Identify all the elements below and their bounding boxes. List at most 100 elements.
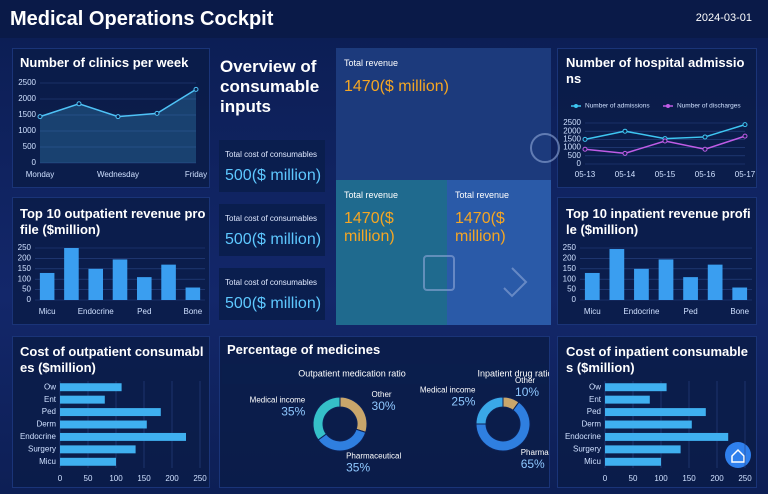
slice-value: 25%: [451, 395, 475, 409]
bar: [39, 272, 55, 300]
panel-title: Percentage of medicines: [227, 342, 381, 357]
bar: [60, 383, 122, 392]
y-tick-label: Ped: [587, 407, 601, 416]
slice-value: 35%: [346, 461, 370, 475]
x-tick-label: Ped: [683, 307, 697, 316]
x-tick-label: Endocrine: [623, 307, 660, 316]
revenue-card: Total revenue 1470($ million): [447, 180, 551, 325]
x-tick-label: Ped: [137, 307, 151, 316]
chart-title: Top 10 inpatient revenue profile ($milli…: [566, 206, 751, 237]
bar: [161, 264, 176, 300]
y-tick-label: Ent: [44, 395, 57, 404]
revenue-card: Total revenue 1470($ million): [336, 180, 447, 325]
y-tick-label: 0: [572, 295, 577, 304]
pie-slice: [339, 396, 368, 433]
y-tick-label: 100: [18, 274, 32, 283]
slice-label: Other: [515, 376, 535, 385]
point: [742, 133, 748, 139]
card-value: 1470($ million): [344, 210, 395, 245]
point: [582, 146, 588, 152]
y-tick-label: 2000: [563, 126, 581, 135]
x-tick-label: 0: [58, 474, 63, 483]
legend-swatch: [574, 104, 578, 108]
slice-label: Pharmaceutical: [521, 448, 576, 457]
bar: [658, 259, 674, 300]
page-title: Medical Operations Cockpit: [10, 8, 274, 30]
card-label: Total revenue: [455, 190, 510, 200]
panel: [12, 197, 210, 325]
x-tick-label: Bone: [184, 307, 203, 316]
legend-label: Number of discharges: [677, 103, 741, 110]
y-tick-label: 100: [563, 274, 577, 283]
chart-subtitle: Outpatient medication ratio: [298, 368, 406, 378]
y-tick-label: 500: [568, 151, 582, 160]
y-tick-label: Ow: [44, 382, 56, 391]
x-tick-label: Endocrine: [78, 307, 115, 316]
pie-slice: [475, 401, 531, 452]
bar: [732, 287, 748, 300]
bar: [60, 408, 161, 417]
bar: [605, 420, 692, 429]
bar: [64, 248, 79, 300]
subtitle-strip: [222, 364, 547, 384]
chart-title: Cost of inpatient consumables ($million): [566, 344, 749, 375]
x-tick-label: 200: [165, 474, 179, 483]
slice-label: Medical income: [250, 395, 306, 404]
card-label: Total cost of consumables: [225, 150, 318, 159]
slice-value: 30%: [372, 399, 396, 413]
card-value: 500($ million): [225, 295, 322, 312]
y-tick-label: 200: [18, 254, 32, 263]
date: 2024-03-01: [695, 12, 752, 24]
x-tick-label: 05-14: [615, 170, 636, 179]
card-value: 1470($ million): [455, 210, 506, 245]
x-tick-label: Wednesday: [97, 170, 139, 179]
y-tick-label: 500: [23, 142, 37, 151]
point: [37, 114, 43, 120]
bar: [683, 277, 698, 300]
panel: [12, 48, 210, 188]
y-tick-label: 2000: [18, 94, 36, 103]
overview-title: Overview of consumable inputs: [220, 57, 320, 116]
bar: [605, 408, 706, 417]
slice-label: Other: [372, 390, 392, 399]
y-tick-label: Micu: [39, 457, 56, 466]
cost-card: Total cost of consumables 500($ million): [219, 204, 325, 256]
slice-value: 10%: [515, 385, 539, 399]
icon: [423, 133, 560, 298]
y-tick-label: 1500: [563, 135, 581, 144]
point: [193, 86, 199, 92]
slice-label: Medical income: [420, 386, 476, 395]
panel: [557, 48, 757, 188]
pie-group: Outpatient medication ratioOther30%Pharm…: [250, 368, 576, 475]
home-button[interactable]: [725, 442, 751, 468]
card-value: 500($ million): [225, 167, 322, 184]
y-tick-label: Surgery: [573, 444, 601, 453]
x-tick-label: 100: [109, 474, 123, 483]
panel: [557, 197, 757, 325]
x-tick-label: Bone: [730, 307, 749, 316]
chart-title: Cost of outpatient consumables ($million…: [20, 344, 204, 375]
card-label: Total cost of consumables: [225, 278, 318, 287]
x-tick-label: Micu: [39, 307, 56, 316]
x-tick-label: 05-17: [735, 170, 756, 179]
bar: [605, 445, 681, 454]
x-tick-label: 50: [84, 474, 93, 483]
point: [76, 101, 82, 107]
y-tick-label: Endocrine: [20, 432, 57, 441]
x-tick-label: 50: [629, 474, 638, 483]
slice-label: Pharmaceutical: [346, 452, 401, 461]
point: [622, 150, 628, 156]
x-tick-label: Micu: [584, 307, 601, 316]
y-tick-label: Derm: [581, 420, 601, 429]
point: [742, 122, 748, 128]
y-tick-label: 150: [563, 264, 577, 273]
y-tick-label: Endocrine: [565, 432, 602, 441]
y-tick-label: 250: [18, 243, 32, 252]
chart-title: Number of clinics per week: [20, 55, 189, 70]
bar: [584, 272, 600, 300]
y-tick-label: 2500: [563, 118, 581, 127]
cost-card: Total cost of consumables 500($ million): [219, 268, 325, 320]
x-tick-label: 0: [603, 474, 608, 483]
